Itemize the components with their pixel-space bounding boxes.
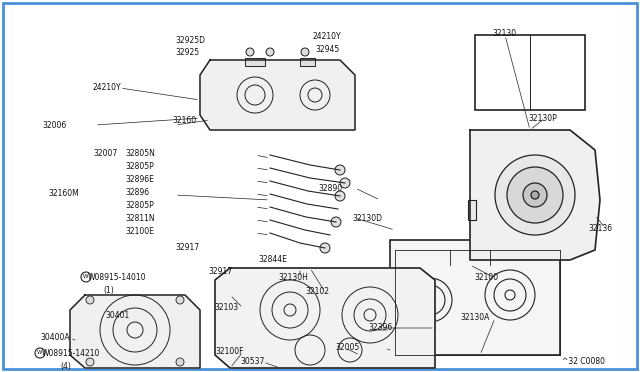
Text: 32005: 32005: [335, 343, 359, 353]
Text: 32811N: 32811N: [125, 214, 155, 222]
Text: 30400A: 30400A: [40, 334, 70, 343]
Text: 32100E: 32100E: [125, 227, 154, 235]
Bar: [245, 58, 265, 66]
Text: 32890: 32890: [318, 183, 342, 192]
Text: 32925D: 32925D: [175, 35, 205, 45]
Circle shape: [86, 296, 94, 304]
Text: 32007: 32007: [93, 148, 117, 157]
Text: 24210Y: 24210Y: [92, 83, 120, 92]
Text: W08915-14210: W08915-14210: [42, 349, 100, 357]
Bar: [468, 200, 476, 220]
Text: 32130A: 32130A: [460, 314, 490, 323]
Text: 32396: 32396: [368, 324, 392, 333]
Polygon shape: [200, 60, 355, 130]
Circle shape: [320, 243, 330, 253]
Text: 32102: 32102: [305, 286, 329, 295]
Circle shape: [176, 358, 184, 366]
Circle shape: [531, 191, 539, 199]
Text: 32160M: 32160M: [48, 189, 79, 198]
Polygon shape: [70, 295, 200, 368]
Circle shape: [301, 48, 309, 56]
Text: 32130: 32130: [492, 29, 516, 38]
Text: 32925: 32925: [175, 48, 199, 57]
Text: 30537: 30537: [240, 357, 264, 366]
Text: 32917: 32917: [175, 244, 199, 253]
Text: W: W: [83, 275, 89, 279]
Text: 32130H: 32130H: [278, 273, 308, 282]
Circle shape: [86, 358, 94, 366]
Text: ^32 C0080: ^32 C0080: [562, 357, 605, 366]
Circle shape: [335, 191, 345, 201]
Text: 32805P: 32805P: [125, 161, 154, 170]
Text: 32006: 32006: [42, 121, 67, 129]
Circle shape: [340, 178, 350, 188]
Text: 32100: 32100: [474, 273, 498, 282]
Text: 32100F: 32100F: [215, 347, 243, 356]
Circle shape: [266, 48, 274, 56]
Text: 32945: 32945: [315, 45, 339, 54]
Text: 32917: 32917: [208, 267, 232, 276]
Text: 32160: 32160: [172, 115, 196, 125]
Text: 32136: 32136: [588, 224, 612, 232]
Text: 32130D: 32130D: [352, 214, 382, 222]
Circle shape: [495, 155, 575, 235]
Polygon shape: [215, 268, 435, 368]
Bar: [390, 240, 560, 355]
Text: 32844E: 32844E: [258, 256, 287, 264]
Circle shape: [331, 217, 341, 227]
Text: 32103: 32103: [214, 304, 238, 312]
Text: W: W: [37, 350, 43, 356]
Circle shape: [335, 165, 345, 175]
Circle shape: [507, 167, 563, 223]
Text: 32896E: 32896E: [125, 174, 154, 183]
Text: 32805P: 32805P: [125, 201, 154, 209]
Text: W08915-14010: W08915-14010: [88, 273, 147, 282]
Polygon shape: [470, 130, 600, 260]
Text: 32130P: 32130P: [528, 113, 557, 122]
Text: 30401: 30401: [105, 311, 129, 320]
Bar: [300, 58, 315, 66]
Circle shape: [523, 183, 547, 207]
Text: (4): (4): [60, 362, 71, 371]
Text: (1): (1): [103, 286, 114, 295]
Text: 32896: 32896: [125, 187, 149, 196]
Circle shape: [246, 48, 254, 56]
Text: 32805N: 32805N: [125, 148, 155, 157]
Text: 24210Y: 24210Y: [313, 32, 342, 41]
Circle shape: [176, 296, 184, 304]
Bar: [475, 35, 585, 110]
